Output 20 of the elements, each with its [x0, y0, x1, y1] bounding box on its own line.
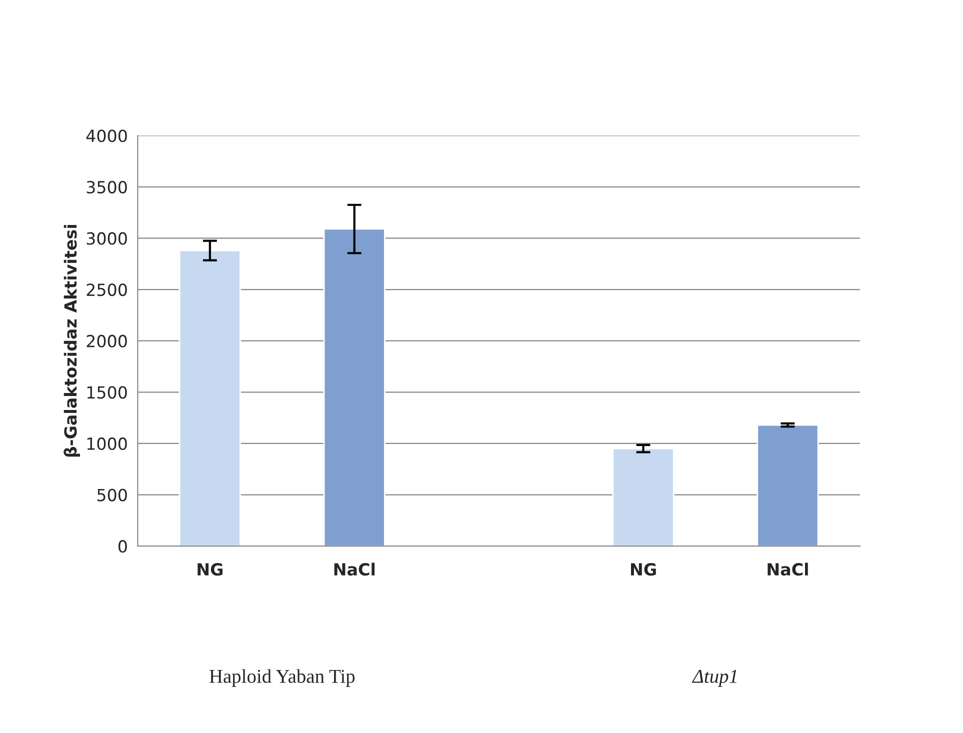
x-tick-label: NG — [631, 563, 656, 576]
y-tick-label: 500 — [97, 488, 127, 502]
x-tick-label: NG — [198, 563, 223, 576]
bar — [323, 228, 386, 546]
y-axis-title: β-Galaktozidaz Aktivitesi — [64, 225, 80, 457]
bar — [756, 424, 819, 546]
y-tick-label: 0 — [118, 540, 127, 553]
y-tick-label: 1000 — [87, 437, 127, 450]
x-tick-label: NaCl — [768, 562, 808, 576]
text: Haploid Yaban Tip — [210, 669, 355, 687]
bar — [178, 250, 241, 546]
x-tick-label: NaCl — [334, 562, 375, 576]
y-tick-label: 3000 — [86, 232, 127, 245]
y-tick-label: 2000 — [86, 334, 127, 348]
text: Δtup1 — [692, 670, 736, 687]
y-tick-label: 4000 — [86, 130, 127, 142]
bar — [612, 448, 674, 546]
y-tick-label: 3500 — [86, 180, 127, 194]
y-tick-label: 2500 — [86, 283, 127, 296]
y-tick-label: 1500 — [87, 386, 127, 399]
